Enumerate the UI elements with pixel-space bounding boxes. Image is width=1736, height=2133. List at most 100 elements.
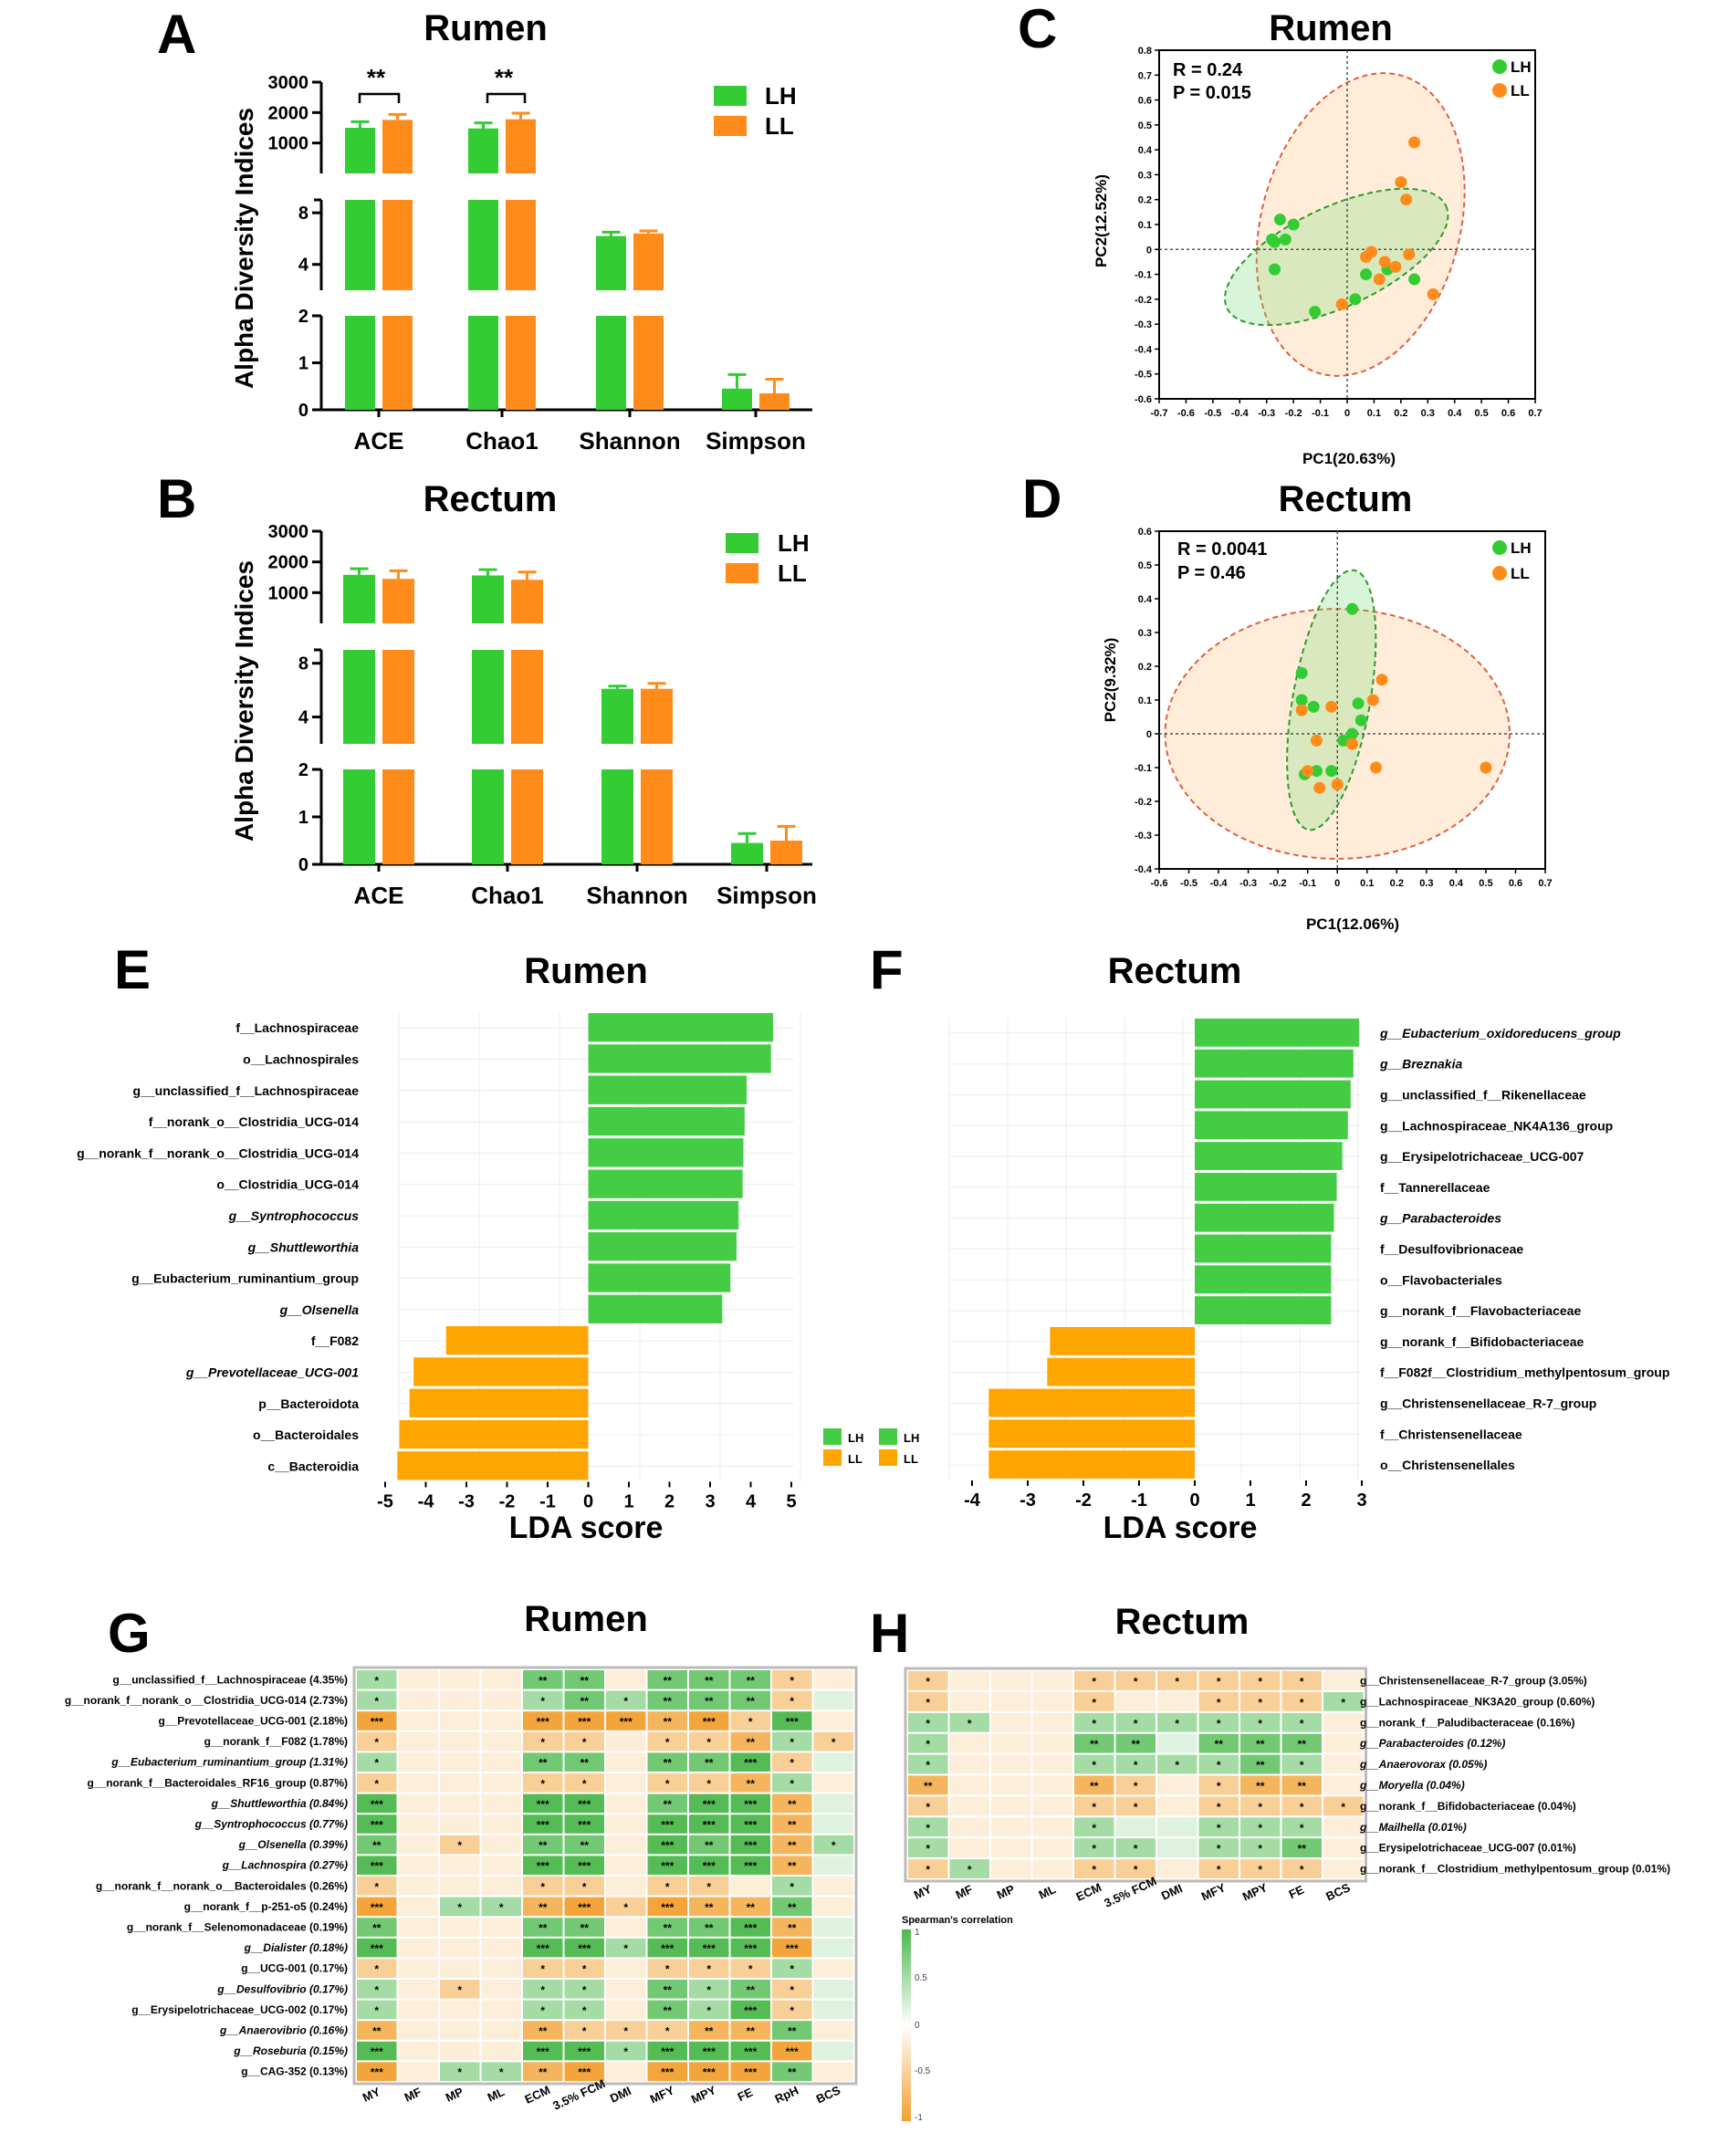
h-cell — [1074, 1671, 1114, 1690]
b-bar-lh-ace-seg2 — [343, 650, 375, 744]
d-ytick-label: 0 — [1146, 729, 1152, 740]
g-cell — [564, 1897, 604, 1917]
g-cell — [398, 1690, 438, 1710]
g-cell — [523, 1980, 563, 1999]
e-taxon-label: g__unclassified_f__Lachnospiraceae — [133, 1083, 360, 1098]
a-bar-ll-chao1-seg1 — [506, 316, 536, 410]
h-row-label: g__Christensenellaceae_R-7_group (3.05%) — [1360, 1674, 1587, 1687]
g-cell-stars: * — [790, 1983, 794, 1996]
c-ytick-label: 0.2 — [1138, 195, 1152, 206]
a-bar-lh-simpson — [722, 388, 752, 410]
g-cell — [440, 2041, 480, 2061]
h-cell — [908, 1796, 948, 1816]
g-cell — [564, 1959, 604, 1978]
h-cell — [1198, 1817, 1239, 1837]
g-cell — [481, 2062, 521, 2081]
g-cell-stars: * — [540, 2004, 545, 2017]
h-cell — [1240, 1691, 1281, 1711]
a-bar-lh-chao1-seg1 — [468, 316, 498, 410]
c-xtick-label: 0.3 — [1421, 408, 1435, 419]
h-cell — [991, 1691, 1031, 1711]
g-row-label: g__Roseburia (0.15%) — [233, 2044, 348, 2057]
h-cell-stars: ** — [1298, 1738, 1307, 1751]
g-cell-stars: *** — [578, 1942, 591, 1955]
h-cell-stars: * — [1217, 1822, 1221, 1835]
h-cell — [1198, 1838, 1239, 1858]
a-ytick-label: 2 — [298, 307, 309, 327]
h-cell — [1198, 1796, 1239, 1816]
h-cell-stars: * — [1092, 1675, 1096, 1688]
panel-letter-a: A — [157, 4, 196, 65]
g-row-label: g__Dialister (0.18%) — [244, 1941, 348, 1954]
a-bar-ll-ace-seg2 — [382, 200, 413, 290]
panel-d-stat-p: P = 0.46 — [1177, 563, 1246, 583]
g-cell — [481, 1793, 521, 1814]
g-cell-stars: ** — [664, 1674, 673, 1687]
panel-d-legend-ll-marker — [1492, 566, 1507, 580]
h-cell — [1198, 1712, 1239, 1732]
e-xtick-label: -5 — [377, 1492, 393, 1512]
g-cell-stars: *** — [371, 1901, 383, 1914]
h-row-label: g__norank_f__Paludibacteraceae (0.16%) — [1360, 1716, 1574, 1729]
g-cell — [440, 1711, 480, 1730]
h-cell — [991, 1796, 1031, 1816]
h-column-label: ECM — [1074, 1880, 1104, 1904]
d-point-ll-6 — [1302, 765, 1314, 778]
d-point-ll-3 — [1366, 694, 1379, 706]
a-bar-ll-ace — [382, 120, 413, 173]
b-bar-ll-ace — [382, 579, 414, 623]
g-cell — [647, 1897, 687, 1917]
g-cell — [730, 1835, 770, 1855]
f-xtick-label: -3 — [1020, 1490, 1036, 1511]
g-cell-stars: ** — [788, 2025, 797, 2038]
h-cell-stars: * — [1175, 1717, 1179, 1730]
g-cell — [772, 2062, 812, 2081]
g-cell-stars: * — [582, 2025, 587, 2038]
b-bar-ll-chao1-seg1 — [511, 769, 543, 864]
f-bar-o-christensenellales — [988, 1450, 1195, 1479]
h-cell — [908, 1838, 948, 1858]
h-cell — [908, 1775, 948, 1795]
h-cell-stars: ** — [1090, 1738, 1099, 1751]
f-bar-o-flavobacteriales — [1195, 1265, 1332, 1294]
f-xtick-label: 2 — [1301, 1490, 1311, 1511]
g-cell — [689, 1793, 729, 1814]
h-cell — [1115, 1671, 1156, 1690]
g-cell-stars: * — [499, 2066, 504, 2079]
heatmap-legend-tick-minus-1: -1 — [915, 2113, 923, 2123]
h-cell — [1281, 1796, 1322, 1816]
g-cell — [440, 1814, 480, 1834]
f-bar-f-f082f-clostridium-methylpentosum-group — [1047, 1357, 1195, 1386]
g-cell — [398, 1877, 438, 1896]
f-taxon-label: f__Tannerellaceae — [1380, 1180, 1490, 1195]
b-bar-ll-chao1 — [511, 580, 543, 623]
g-cell-stars: *** — [703, 1860, 716, 1873]
g-cell-stars: *** — [578, 1716, 591, 1729]
b-category-label-simpson: Simpson — [716, 882, 817, 909]
g-cell-stars: *** — [537, 1942, 549, 1955]
d-point-ll-8 — [1331, 779, 1344, 790]
g-cell — [689, 1938, 729, 1958]
d-xtick-label: 0.6 — [1509, 878, 1522, 889]
g-cell — [564, 1752, 604, 1772]
panel-letter-e: E — [114, 939, 151, 1000]
e-taxon-label: g__Olsenella — [279, 1302, 360, 1317]
e-bar-f-f082 — [445, 1326, 589, 1355]
g-cell — [772, 2041, 812, 2061]
g-cell — [481, 1814, 521, 1834]
g-cell — [357, 1959, 397, 1978]
e-bar-g-syntrophococcus — [588, 1200, 739, 1230]
g-cell-stars: ** — [539, 2066, 548, 2079]
h-cell-stars: * — [1341, 1801, 1345, 1814]
h-cell — [1323, 1817, 1364, 1837]
c-xtick-label: 0.7 — [1528, 408, 1542, 419]
h-cell — [1074, 1691, 1114, 1711]
g-cell — [523, 1938, 563, 1958]
g-cell-stars: ** — [788, 1819, 797, 1832]
g-cell — [357, 1918, 397, 1937]
g-cell — [440, 1773, 480, 1793]
g-cell-stars: ** — [705, 1674, 714, 1687]
h-cell — [908, 1754, 948, 1774]
c-ytick-label: -0.2 — [1135, 295, 1152, 306]
panel-h-title: Rectum — [1115, 1602, 1250, 1642]
